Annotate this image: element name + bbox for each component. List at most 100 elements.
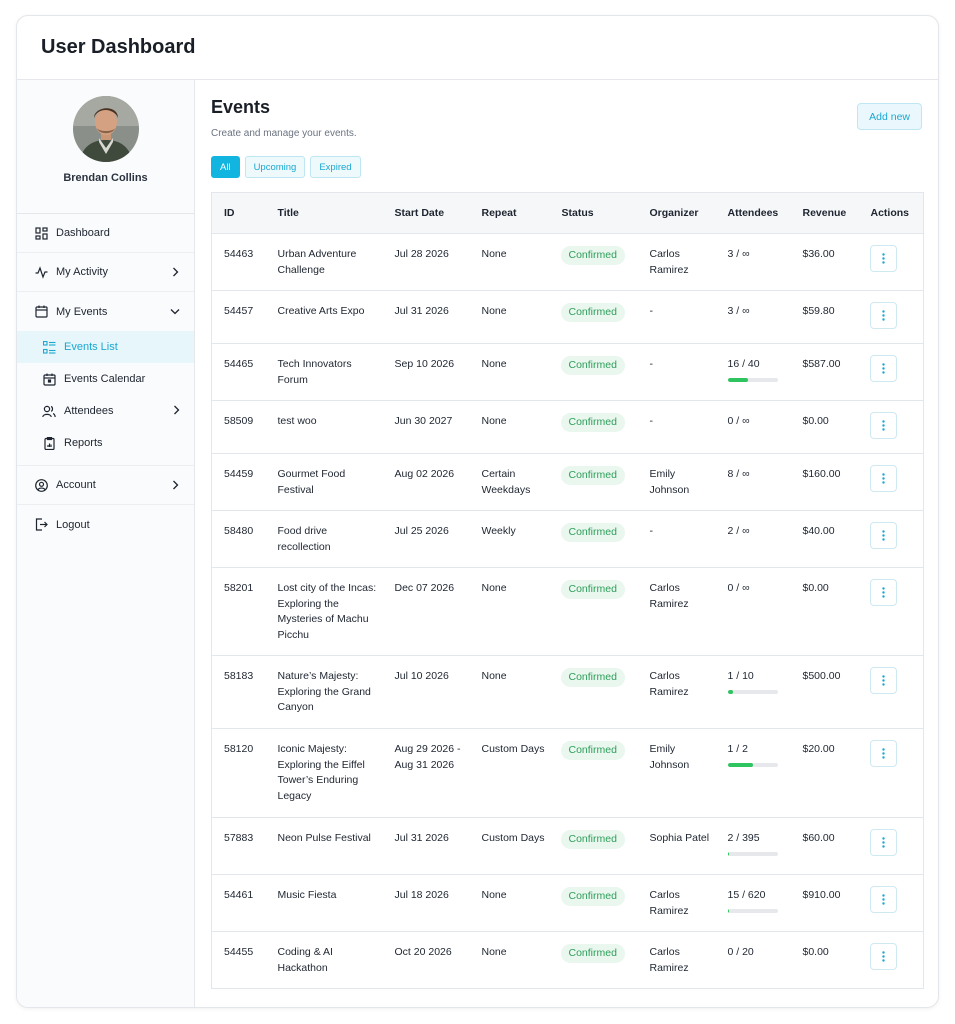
more-vertical-icon <box>881 363 885 374</box>
table-row[interactable]: 54465 Tech Innovators Forum Sep 10 2026 Non… <box>211 343 924 401</box>
sidebar-item-my-activity[interactable]: My Activity <box>17 253 194 292</box>
event-actions <box>858 931 924 989</box>
column-header[interactable]: Status <box>549 192 638 234</box>
more-actions-button[interactable] <box>869 302 897 329</box>
table-body: 54463 Urban Adventure Challenge Jul 28 202… <box>211 233 924 989</box>
status-badge: Confirmed <box>560 413 625 432</box>
filter-tabs: All Upcoming Expired <box>211 156 922 178</box>
add-new-button[interactable]: Add new <box>857 103 922 130</box>
filter-all[interactable]: All <box>211 156 240 178</box>
table-row[interactable]: 54463 Urban Adventure Challenge Jul 28 202… <box>211 233 924 291</box>
column-header[interactable]: Repeat <box>469 192 550 234</box>
table-row[interactable]: 57883 Neon Pulse Festival Jul 31 2026 Custo… <box>211 817 924 875</box>
user-name: Brendan Collins <box>63 172 148 184</box>
column-header[interactable]: Revenue <box>790 192 859 234</box>
table-row[interactable]: 54459 Gourmet Food Festival Aug 02 2026 Cer… <box>211 453 924 511</box>
more-actions-button[interactable] <box>869 667 897 694</box>
column-header[interactable]: Attendees <box>715 192 791 234</box>
sidebar-item-reports[interactable]: Reports <box>17 427 194 459</box>
more-vertical-icon <box>881 530 885 541</box>
column-header[interactable]: Actions <box>858 192 924 234</box>
event-repeat: None <box>469 655 550 729</box>
event-actions <box>858 290 924 344</box>
filter-expired[interactable]: Expired <box>310 156 361 178</box>
page-subtitle: Create and manage your events. <box>211 128 357 139</box>
event-title: Food drive recollection <box>265 510 383 568</box>
table-row[interactable]: 58120 Iconic Majesty: Exploring the Eiffe… <box>211 728 924 818</box>
events-table: ID Title Start Date Repeat Status Organizer At… <box>211 192 924 989</box>
event-actions <box>858 817 924 875</box>
event-id: 58480 <box>211 510 266 568</box>
chevron-right-icon <box>170 267 180 277</box>
column-header[interactable]: Organizer <box>637 192 716 234</box>
event-repeat: Custom Days <box>469 817 550 875</box>
event-actions <box>858 510 924 568</box>
more-actions-button[interactable] <box>869 740 897 767</box>
more-actions-button[interactable] <box>869 943 897 970</box>
event-organizer: Carlos Ramirez <box>637 874 716 932</box>
users-icon <box>42 404 56 418</box>
event-organizer: Carlos Ramirez <box>637 655 716 729</box>
event-revenue: $60.00 <box>790 817 859 875</box>
table-row[interactable]: 54455 Coding & AI Hackathon Oct 20 2026 Non… <box>211 931 924 989</box>
event-organizer: - <box>637 510 716 568</box>
event-title: Urban Adventure Challenge <box>265 233 383 291</box>
event-organizer: - <box>637 400 716 454</box>
event-id: 54461 <box>211 874 266 932</box>
column-header[interactable]: ID <box>211 192 266 234</box>
event-repeat: None <box>469 931 550 989</box>
table-row[interactable]: 58509 test woo Jun 30 2027 None Confirmed -0 … <box>211 400 924 454</box>
event-start-date: Dec 07 2026 <box>382 567 470 656</box>
table-row[interactable]: 58183 Nature’s Majesty: Exploring the Gra… <box>211 655 924 729</box>
event-title: Gourmet Food Festival <box>265 453 383 511</box>
more-actions-button[interactable] <box>869 579 897 606</box>
more-actions-button[interactable] <box>869 829 897 856</box>
table-row[interactable]: 54457 Creative Arts Expo Jul 31 2026 None Co… <box>211 290 924 344</box>
sidebar-item-dashboard[interactable]: Dashboard <box>17 214 194 253</box>
event-start-date: Jul 31 2026 <box>382 817 470 875</box>
event-title: Creative Arts Expo <box>265 290 383 344</box>
column-header[interactable]: Start Date <box>382 192 470 234</box>
table-row[interactable]: 58201 Lost city of the Incas: Exploring t… <box>211 567 924 656</box>
event-status: Confirmed <box>549 343 638 401</box>
attendees-progress-bar <box>727 762 778 767</box>
attendees-progress-fill <box>727 908 729 913</box>
event-title: Lost city of the Incas: Exploring the My… <box>265 567 383 656</box>
more-actions-button[interactable] <box>869 522 897 549</box>
status-badge: Confirmed <box>560 356 625 375</box>
user-profile: Brendan Collins <box>17 80 194 214</box>
event-title: Neon Pulse Festival <box>265 817 383 875</box>
avatar[interactable] <box>72 96 139 162</box>
event-status: Confirmed <box>549 874 638 932</box>
attendees-progress-fill <box>727 762 753 767</box>
column-header[interactable]: Title <box>265 192 383 234</box>
attendees-count: 0 / ∞ <box>727 582 750 594</box>
event-title: Music Fiesta <box>265 874 383 932</box>
filter-upcoming[interactable]: Upcoming <box>244 156 306 178</box>
event-attendees: 15 / 620 <box>715 874 791 932</box>
more-actions-button[interactable] <box>869 355 897 382</box>
more-actions-button[interactable] <box>869 886 897 913</box>
more-actions-button[interactable] <box>869 465 897 492</box>
event-actions <box>858 400 924 454</box>
sidebar-item-my-events[interactable]: My Events <box>17 292 194 331</box>
more-vertical-icon <box>881 675 885 686</box>
status-badge: Confirmed <box>560 887 625 906</box>
event-repeat: None <box>469 400 550 454</box>
chevron-down-icon <box>170 307 180 317</box>
sidebar-item-account[interactable]: Account <box>17 466 194 505</box>
event-attendees: 0 / ∞ <box>715 567 791 656</box>
sidebar-item-events-calendar[interactable]: Events Calendar <box>17 363 194 395</box>
attendees-progress-bar <box>727 689 778 694</box>
table-row[interactable]: 58480 Food drive recollection Jul 25 2026 W… <box>211 510 924 568</box>
event-id: 54457 <box>211 290 266 344</box>
sidebar-item-logout[interactable]: Logout <box>17 505 194 544</box>
event-repeat: Certain Weekdays <box>469 453 550 511</box>
event-start-date: Jul 25 2026 <box>382 510 470 568</box>
more-actions-button[interactable] <box>869 245 897 272</box>
table-row[interactable]: 54461 Music Fiesta Jul 18 2026 None Confirme… <box>211 874 924 932</box>
sidebar-item-attendees[interactable]: Attendees <box>17 395 194 427</box>
more-actions-button[interactable] <box>869 412 897 439</box>
status-badge: Confirmed <box>560 741 625 760</box>
sidebar-item-events-list[interactable]: Events List <box>17 331 194 363</box>
